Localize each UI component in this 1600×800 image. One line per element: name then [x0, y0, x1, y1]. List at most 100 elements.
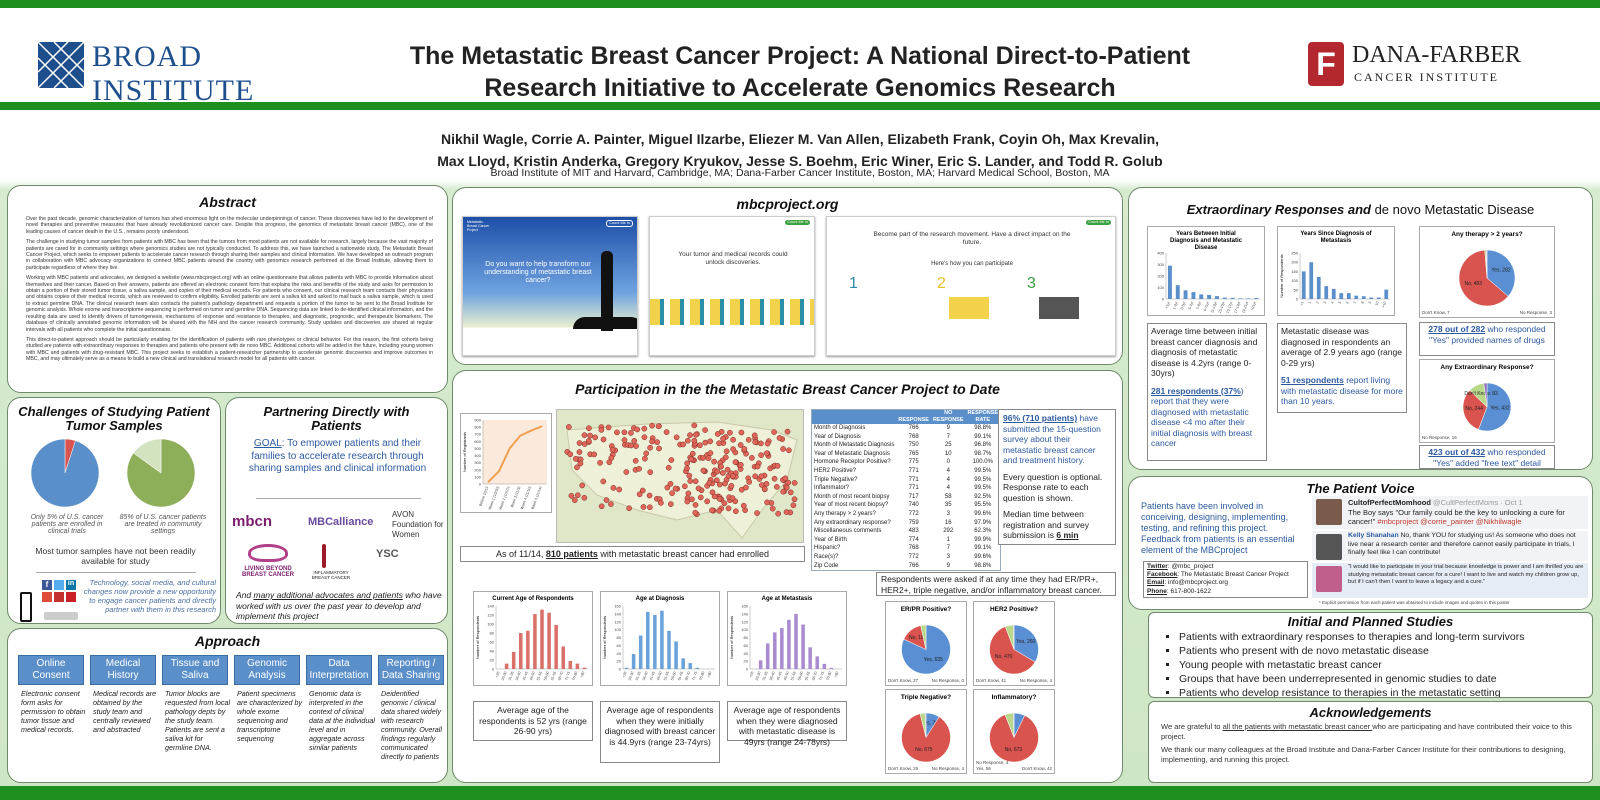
x-tick-label: Week 1 (10/20) [488, 486, 500, 510]
pie-slice [1462, 389, 1488, 430]
us-outline [566, 421, 798, 539]
map-pin [643, 450, 650, 457]
table-cell: Zip Code [814, 562, 839, 569]
map-pin [598, 427, 605, 433]
map-pin [771, 429, 777, 435]
x-tick-label: <1 [1300, 301, 1305, 306]
pie-slice [989, 626, 1036, 675]
map-pin [581, 494, 588, 501]
top-bar [0, 0, 1600, 8]
chart-svg: Triple Negative? Yes, 70 No, 675 Don't Know… [888, 694, 964, 771]
y-tick-label: 160 [614, 604, 621, 609]
website-screenshot-home: Metastatic Breast Cancer Project Count M… [462, 216, 638, 356]
map-pin [730, 436, 736, 443]
map-pin [769, 505, 776, 512]
table-cell: 99.6% [974, 510, 992, 517]
table-row: Zip Code 766 9 98.8% [812, 562, 1000, 571]
participation-panel: Participation in the the Metastatic Brea… [452, 370, 1123, 783]
bar [1361, 296, 1366, 299]
table-cell: 62.3% [974, 528, 992, 535]
map-pin [737, 461, 744, 468]
y-tick-label: 400 [474, 453, 481, 458]
googleplus-icon [42, 592, 52, 602]
map-pin [746, 479, 753, 485]
map-pin [597, 459, 603, 466]
laptop-icon [44, 612, 78, 620]
plot-area [483, 420, 547, 484]
slice-label: No Response, 3 [1520, 310, 1553, 315]
map-pin [640, 504, 647, 510]
y-tick-label: 100 [487, 622, 494, 627]
approach-step-4: Data Interpretation [306, 655, 372, 685]
goal-text: GOAL: To empower patients and their fami… [248, 438, 427, 474]
table-row: Hormone Receptor Positive? 775 0 100.0% [812, 458, 1000, 467]
partnering-panel: Partnering Directly with Patients GOAL: … [225, 397, 448, 624]
map-pin [711, 493, 718, 500]
table-cell: 772 [908, 553, 919, 560]
y-tick-label: 60 [490, 640, 495, 645]
y-tick-label: 160 [741, 604, 748, 609]
slice-label: No, 483 [1464, 281, 1482, 287]
map-pin [740, 502, 747, 509]
x-tick-label: 71-75 [691, 671, 698, 681]
count-me-in-button[interactable]: Count Me In [785, 220, 810, 225]
table-cell: Any extraordinary response? [814, 519, 891, 526]
bar [1376, 297, 1381, 299]
slice-label: No, 113 [909, 635, 926, 641]
chart-svg: Number of Registrants 0 100 200 300 400 500 600… [462, 418, 547, 510]
y-tick-label: 500 [474, 446, 481, 451]
ysc-logo: YSC [376, 548, 399, 560]
years-since-box: Metastatic disease was diagnosed in resp… [1277, 323, 1407, 413]
map-pin [684, 460, 691, 467]
table-cell: 768 [908, 545, 919, 552]
therapy-pie-chart: Any therapy > 2 years? Yes, 282 No, 483 Don… [1419, 226, 1555, 318]
broad-logo: BROAD INSTITUTE [38, 40, 253, 107]
x-tick-label: 36-40 [769, 671, 776, 681]
map-pin [667, 501, 674, 507]
y-tick-label: 40 [617, 651, 622, 656]
map-pin [672, 485, 679, 492]
table-cell: 99.9% [974, 536, 992, 543]
map-pin [641, 425, 648, 432]
count-me-in-button[interactable]: Count Me In [606, 220, 633, 227]
chart-title: Age at Diagnosis [636, 596, 685, 602]
ack-text: We are grateful to all the patients with… [1161, 722, 1572, 764]
map-pin [758, 473, 765, 480]
chart-title: Any Extraordinary Response? [1440, 364, 1533, 371]
y-tick-label: 100 [614, 627, 621, 632]
table-row: Miscellaneous comments 483 292 62.3% [812, 527, 1000, 536]
x-tick-label: 5 [1338, 301, 1342, 304]
map-pin [761, 486, 768, 492]
bar [1384, 289, 1389, 299]
map-pin [716, 495, 723, 502]
community-pie-chart [126, 438, 196, 508]
er-pr-pie-chart: ER/PR Positive? Yes, 635 No, 113 Don't Know… [885, 601, 967, 686]
us-map[interactable] [556, 409, 804, 543]
slice-label: Yes, 282 [1491, 268, 1510, 274]
x-tick-label: <26 [622, 671, 628, 678]
bar [653, 615, 657, 669]
slice-label: Don't Know, 26 [888, 766, 919, 771]
website-participate-sub: Here's how you can participate [931, 261, 1013, 267]
dfci-subname: CANCER INSTITUTE [1354, 70, 1499, 84]
map-pin [752, 439, 758, 445]
website-panel: mbcproject.org Metastatic Breast Cancer … [452, 187, 1123, 365]
pie-slice [1486, 249, 1488, 279]
table-cell: 759 [908, 519, 919, 526]
y-tick-label: 200 [1291, 260, 1298, 265]
map-pin [586, 425, 592, 432]
map-pin [647, 469, 654, 475]
bar [808, 647, 812, 669]
count-me-in-button[interactable]: Count Me In [1086, 220, 1111, 225]
map-pin [664, 484, 671, 491]
x-tick-label: 31-35 [762, 671, 769, 681]
x-tick-label: 66-70 [684, 671, 691, 681]
x-tick-label: 7 [1353, 301, 1357, 304]
x-tick-label: 56-60 [670, 671, 677, 681]
table-cell: 7 [946, 545, 950, 552]
patient-voice-intro: Patients have been involved in conceivin… [1141, 501, 1295, 555]
x-tick-label: 51-55 [790, 671, 797, 681]
approach-step-5: Reporting / Data Sharing [378, 655, 444, 685]
table-row: Year of Diagnosis 768 7 99.1% [812, 433, 1000, 442]
x-tick-label: 66-70 [557, 671, 564, 681]
